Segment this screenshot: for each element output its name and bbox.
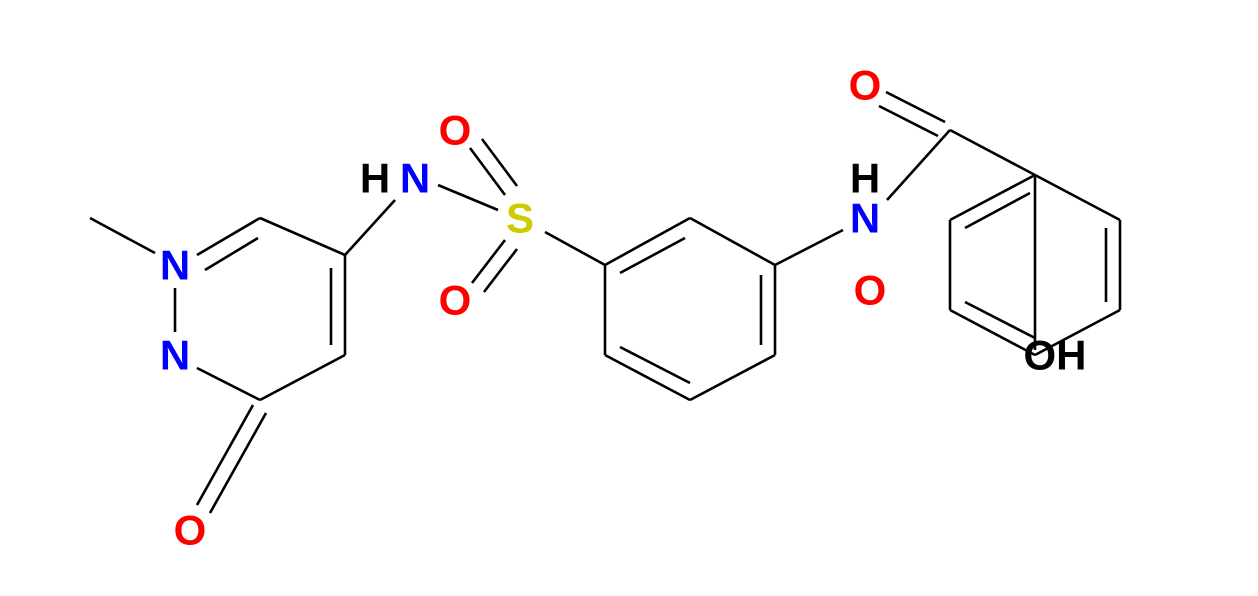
n-to-ring: [345, 200, 395, 255]
sulfur: S: [506, 195, 534, 242]
nitrogen-amide: N: [850, 195, 880, 242]
oxygen-pyridazinone: O: [174, 507, 207, 554]
nitrogen-sulfonamide: N: [400, 155, 430, 202]
hydrogen-amide: H: [850, 155, 880, 202]
molecule-canvas: g[data-name="salicyl-ring"]{display:none…: [0, 0, 1258, 596]
oxygen-sulfonyl-2: O: [439, 277, 472, 324]
hydrogen-sulfonamide: H: [360, 155, 390, 202]
amide-group: [775, 92, 1035, 265]
nitrogen-ring-1: N: [160, 332, 190, 379]
c-s-bond: [545, 232, 605, 265]
oxygen-ortho: O: [854, 267, 887, 314]
hydroxyl: OH: [1024, 332, 1087, 379]
nitrogen-ring-2: N: [160, 242, 190, 289]
oxygen-carbonyl: O: [849, 62, 882, 109]
central-phenyl: [605, 218, 775, 400]
oxygen-sulfonyl-1: O: [439, 107, 472, 154]
s-n-bond: [438, 185, 498, 210]
n-methyl: [90, 218, 155, 253]
pyridazinone-ring: [175, 218, 345, 400]
pyridazinone-carbonyl: [197, 405, 266, 513]
